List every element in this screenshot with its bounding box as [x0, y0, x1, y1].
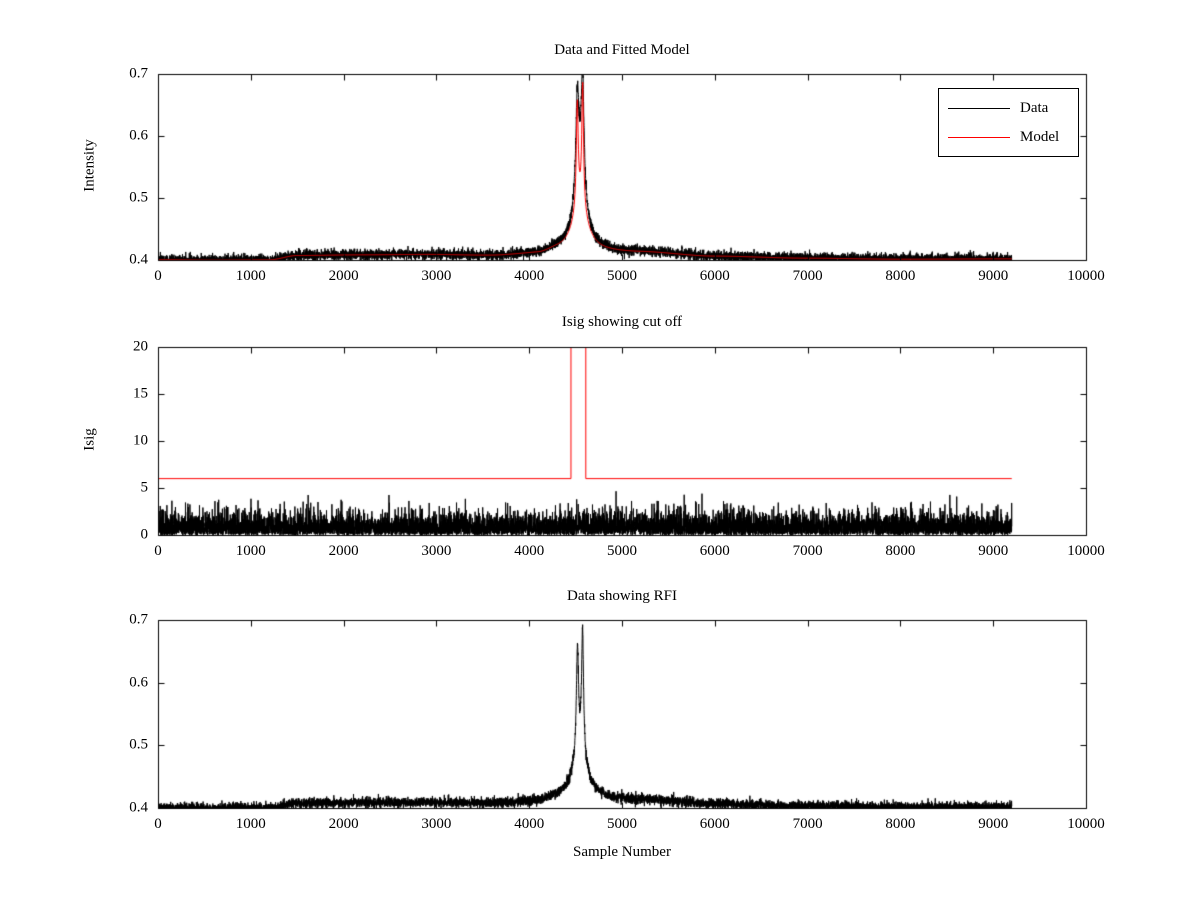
legend-data-and-fitted-model[interactable] [938, 88, 1079, 157]
